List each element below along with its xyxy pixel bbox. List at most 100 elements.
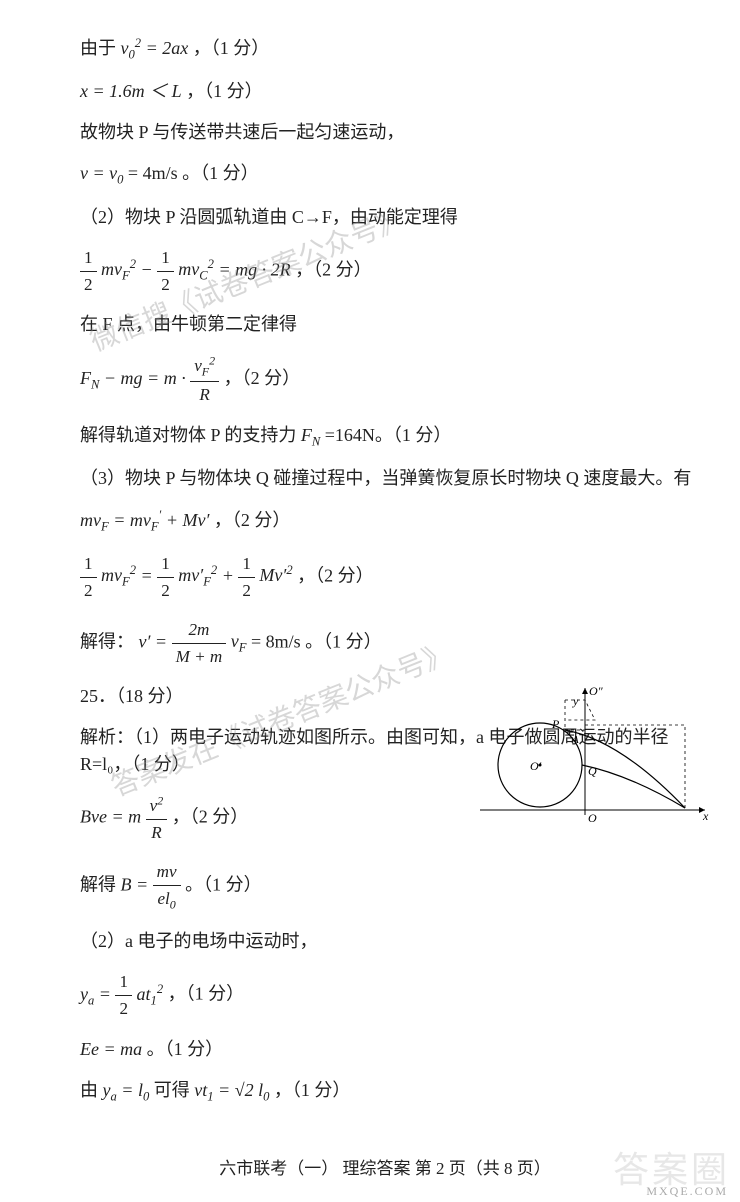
label-y: y <box>572 694 579 708</box>
sup: 2 <box>157 793 163 807</box>
denominator: 2 <box>157 578 174 604</box>
denominator: 2 <box>80 272 97 298</box>
fraction: 12 <box>157 245 174 297</box>
plus: + <box>222 565 239 585</box>
sup: 2 <box>211 563 217 577</box>
points: ，（1 分） <box>193 38 270 58</box>
denominator: R <box>190 382 219 408</box>
eq: = mv <box>109 510 151 530</box>
fraction: 12 <box>80 551 97 603</box>
eq: mv′ <box>178 565 203 585</box>
eq: vt <box>194 1080 207 1100</box>
fraction: 2mM + m <box>172 617 227 669</box>
line-11: mvF = mvF′ + Mv′ ，（2 分） <box>80 506 690 536</box>
sub: F <box>151 520 159 534</box>
eq: v = v <box>80 163 117 183</box>
label-P: P <box>551 717 560 731</box>
points: ，（1 分） <box>274 1080 351 1100</box>
fraction: 12 <box>238 551 255 603</box>
sub: 0 <box>117 173 123 187</box>
eq: B = <box>121 875 153 895</box>
denominator: 2 <box>157 272 174 298</box>
sub: 0 <box>263 1089 269 1103</box>
denominator: 2 <box>115 996 132 1022</box>
line-21: 由 ya = l0 可得 vt1 = √2 l0 ，（1 分） <box>80 1077 690 1106</box>
sup: 2 <box>130 257 136 271</box>
numerator: 1 <box>80 551 97 578</box>
minus: − <box>141 259 158 279</box>
points: ，（2 分） <box>224 368 301 388</box>
sub: N <box>312 435 320 449</box>
eq: = 2ax <box>141 38 188 58</box>
text: = 4m/s 。（1 分） <box>128 163 259 183</box>
numerator: 1 <box>238 551 255 578</box>
points: ，（2 分） <box>295 259 372 279</box>
sup: 2 <box>286 563 292 577</box>
points: ，（1 分） <box>168 984 245 1004</box>
eq: + Mv′ <box>161 510 209 530</box>
eq: v′ = <box>139 631 172 651</box>
fraction: 12 <box>80 245 97 297</box>
line-2: x = 1.6m ＜ L ，（1 分） <box>80 78 690 105</box>
eq: v <box>231 631 239 651</box>
numerator: v2 <box>146 792 168 819</box>
eq: Bve = m <box>80 807 141 827</box>
sub: F <box>239 641 247 655</box>
text: 可得 <box>154 1080 195 1100</box>
line-19: ya = 12 at12 ，（1 分） <box>80 969 690 1021</box>
eq: mv <box>101 565 122 585</box>
points: 。（1 分） <box>147 1039 224 1059</box>
eq: − mg = m · <box>99 368 190 388</box>
sub: F <box>203 575 211 589</box>
line-4: v = v0 = 4m/s 。（1 分） <box>80 160 690 189</box>
eq: = <box>141 565 158 585</box>
line-12: 12 mvF2 = 12 mv′F2 + 12 Mv′2 ，（2 分） <box>80 551 690 603</box>
sup: 2 <box>157 982 163 996</box>
line-1: 由于 v02 = 2ax ，（1 分） <box>80 34 690 64</box>
curve-a <box>565 730 685 808</box>
numerator: mv <box>153 859 181 886</box>
eq: mv <box>80 510 101 530</box>
line-5: （2）物块 P 沿圆弧轨道由 C→F，由动能定理得 <box>80 204 690 231</box>
label-A: A <box>571 734 579 746</box>
label-x: x <box>702 809 709 823</box>
eq: x = 1.6m ＜ L <box>80 81 182 101</box>
sub: F <box>122 575 130 589</box>
line-17: 解得 B = mv el0 。（1 分） <box>80 859 690 914</box>
eq: Ee = ma <box>80 1039 142 1059</box>
eq: mv <box>178 259 199 279</box>
line-3: 故物块 P 与传送带共速后一起匀速运动， <box>80 119 690 146</box>
eq: y <box>80 984 88 1004</box>
numerator: 1 <box>80 245 97 272</box>
text: 解得 <box>80 875 121 895</box>
numerator: 2m <box>172 617 227 644</box>
sup: 2 <box>208 257 214 271</box>
label-Q: Q <box>588 764 597 778</box>
eq: v <box>121 38 129 58</box>
line-7: 在 F 点，由牛顿第二定律得 <box>80 311 690 338</box>
eq: v <box>194 356 202 375</box>
sub: F <box>101 520 109 534</box>
label-O: O <box>588 811 597 825</box>
fraction: 12 <box>115 969 132 1021</box>
eq: Mv′ <box>259 565 286 585</box>
line-8: FN − mg = m · vF2 R ，（2 分） <box>80 352 690 408</box>
denominator: M + m <box>172 644 227 670</box>
eq: at <box>137 984 151 1004</box>
eq: = mg · 2R <box>218 259 290 279</box>
label-Odprime: O″ <box>589 684 604 698</box>
fraction: vF2 R <box>190 352 219 408</box>
sub: 0 <box>170 897 176 911</box>
sub: 0 <box>143 1089 149 1103</box>
denominator: R <box>146 820 168 846</box>
denominator: el0 <box>153 886 181 914</box>
eq: = <box>94 984 115 1004</box>
dashed-triangle <box>565 700 595 720</box>
numerator: 1 <box>115 969 132 996</box>
page-footer: 六市联考（一） 理综答案 第 2 页（共 8 页） <box>80 1156 690 1182</box>
numerator: 1 <box>157 551 174 578</box>
sub: F <box>202 364 209 378</box>
text: =164N。（1 分） <box>325 425 452 445</box>
line-10: （3）物块 P 与物体块 Q 碰撞过程中，当弹簧恢复原长时物块 Q 速度最大。有 <box>80 465 690 492</box>
eq: = √2 l <box>214 1080 264 1100</box>
